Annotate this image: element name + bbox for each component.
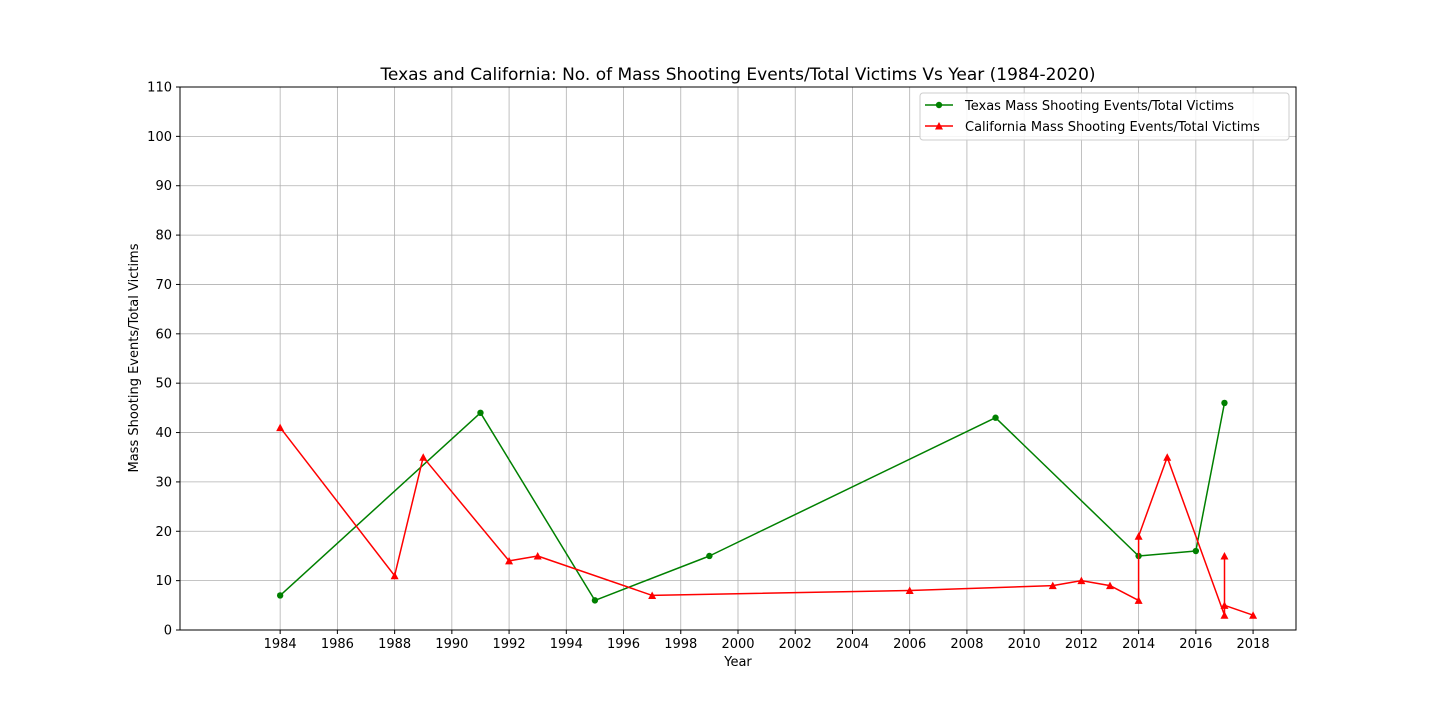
x-tick-label: 2008 [950,637,983,652]
x-tick-label: 1984 [264,637,297,652]
x-tick-label: 2012 [1065,637,1098,652]
data-point-california [1134,532,1143,540]
y-tick-label: 110 [147,81,172,96]
data-point-california [419,453,428,461]
data-point-california [1220,551,1229,560]
data-point-texas [1221,399,1228,407]
data-point-texas [276,592,284,599]
x-tick-label: 1998 [664,637,697,652]
data-point-california [905,586,914,595]
data-point-california [1249,611,1258,619]
x-tick-label: 2010 [1008,637,1041,652]
data-point-california [1106,581,1114,590]
x-axis-label: Year [723,655,752,670]
y-tick-label: 90 [155,179,172,194]
x-tick-label: 2004 [836,637,869,652]
data-point-texas [477,409,484,416]
data-point-california [390,571,399,580]
x-tick-label: 2006 [893,637,926,652]
data-point-texas [992,414,999,421]
y-tick-label: 80 [155,229,172,244]
data-point-texas [591,597,599,604]
data-point-california [505,556,514,565]
x-tick-label: 2000 [721,637,754,652]
data-point-california [1077,576,1086,585]
legend-frame [919,92,1290,141]
x-tick-label: 2014 [1122,637,1155,652]
y-tick-label: 10 [155,574,172,589]
data-point-texas [706,552,713,560]
legend: Texas Mass Shooting Events/Total Victims… [919,92,1290,141]
data-point-california [1163,453,1172,461]
x-tick-label: 1990 [435,637,468,652]
y-tick-label: 40 [155,426,172,441]
chart-title: Texas and California: No. of Mass Shooti… [379,65,1095,85]
legend-label-texas: Texas Mass Shooting Events/Total Victims [964,99,1234,114]
series-california [276,423,1258,619]
x-tick-label: 1994 [550,637,583,652]
data-point-california [533,551,542,560]
x-axis-ticks: 1984 1986 1988 1990 1992 1994 1996 1998 2000 2002… [264,630,1270,652]
legend-marker-texas [935,101,943,109]
y-tick-label: 20 [155,525,172,540]
series-layer [276,399,1258,619]
y-tick-label: 100 [147,130,172,145]
legend-marker-california [935,122,943,130]
data-point-california [1220,601,1229,609]
data-point-texas [1192,547,1200,555]
y-tick-label: 30 [155,475,172,490]
y-tick-label: 70 [155,278,172,293]
series-texas [276,399,1228,604]
x-tick-label: 1986 [321,637,354,652]
series-line-texas [279,402,1226,602]
data-point-california [1048,581,1057,590]
data-point-california [1220,611,1229,619]
y-axis-ticks: 0 10 20 30 40 50 60 70 80 90 100 110 [147,81,180,639]
x-tick-label: 1992 [493,637,526,652]
y-tick-label: 50 [155,377,172,392]
data-point-california [648,591,657,599]
x-tick-label: 1996 [607,637,640,652]
data-point-california [1134,596,1143,604]
x-tick-label: 2002 [779,637,812,652]
data-point-california [276,423,285,432]
y-tick-label: 0 [164,624,172,639]
x-tick-label: 2018 [1237,637,1270,652]
x-tick-label: 2016 [1179,637,1212,652]
x-tick-label: 1988 [378,637,411,652]
y-axis-label: Mass Shooting Events/Total Victims [127,243,142,472]
y-tick-label: 60 [155,327,172,342]
legend-label-california: California Mass Shooting Events/Total Vi… [965,120,1260,135]
